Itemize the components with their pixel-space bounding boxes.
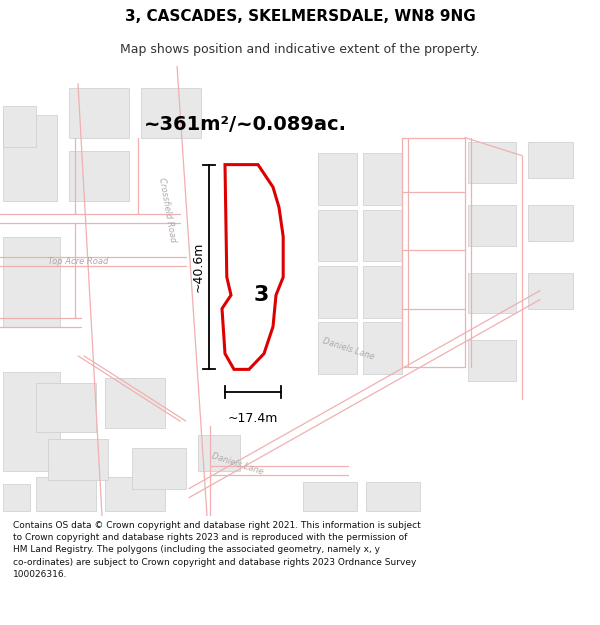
Bar: [468, 205, 516, 246]
Bar: [3, 237, 60, 327]
Bar: [468, 142, 516, 182]
Bar: [303, 482, 357, 511]
Bar: [468, 340, 516, 381]
Bar: [363, 209, 402, 261]
Bar: [198, 434, 240, 471]
Bar: [318, 266, 357, 318]
Bar: [105, 478, 165, 511]
Bar: [69, 88, 129, 138]
Bar: [3, 115, 57, 201]
Bar: [528, 142, 573, 178]
Text: ~40.6m: ~40.6m: [191, 242, 205, 292]
Bar: [366, 482, 420, 511]
Bar: [36, 478, 96, 511]
Text: Daniels Lane: Daniels Lane: [321, 336, 375, 362]
Polygon shape: [222, 164, 283, 369]
Bar: [36, 383, 96, 432]
Bar: [141, 88, 201, 138]
Bar: [48, 439, 108, 479]
Bar: [69, 151, 129, 201]
Bar: [318, 153, 357, 205]
Bar: [132, 448, 186, 489]
Bar: [318, 209, 357, 261]
Text: Crossfield Road: Crossfield Road: [157, 176, 177, 242]
Text: 3: 3: [253, 285, 269, 305]
Bar: [363, 153, 402, 205]
Text: ~361m²/~0.089ac.: ~361m²/~0.089ac.: [144, 114, 347, 134]
Bar: [468, 272, 516, 313]
Bar: [528, 205, 573, 241]
Bar: [3, 106, 36, 147]
Bar: [363, 322, 402, 374]
Text: 3, CASCADES, SKELMERSDALE, WN8 9NG: 3, CASCADES, SKELMERSDALE, WN8 9NG: [125, 9, 475, 24]
Bar: [363, 266, 402, 318]
Text: Map shows position and indicative extent of the property.: Map shows position and indicative extent…: [120, 42, 480, 56]
Bar: [3, 372, 60, 471]
Text: ~17.4m: ~17.4m: [228, 412, 278, 425]
Bar: [3, 484, 30, 511]
Text: Contains OS data © Crown copyright and database right 2021. This information is : Contains OS data © Crown copyright and d…: [13, 521, 421, 579]
Bar: [105, 378, 165, 428]
Bar: [318, 322, 357, 374]
Text: Top Acre Road: Top Acre Road: [48, 257, 108, 266]
Text: Daniels Lane: Daniels Lane: [210, 451, 264, 476]
Bar: [528, 272, 573, 309]
